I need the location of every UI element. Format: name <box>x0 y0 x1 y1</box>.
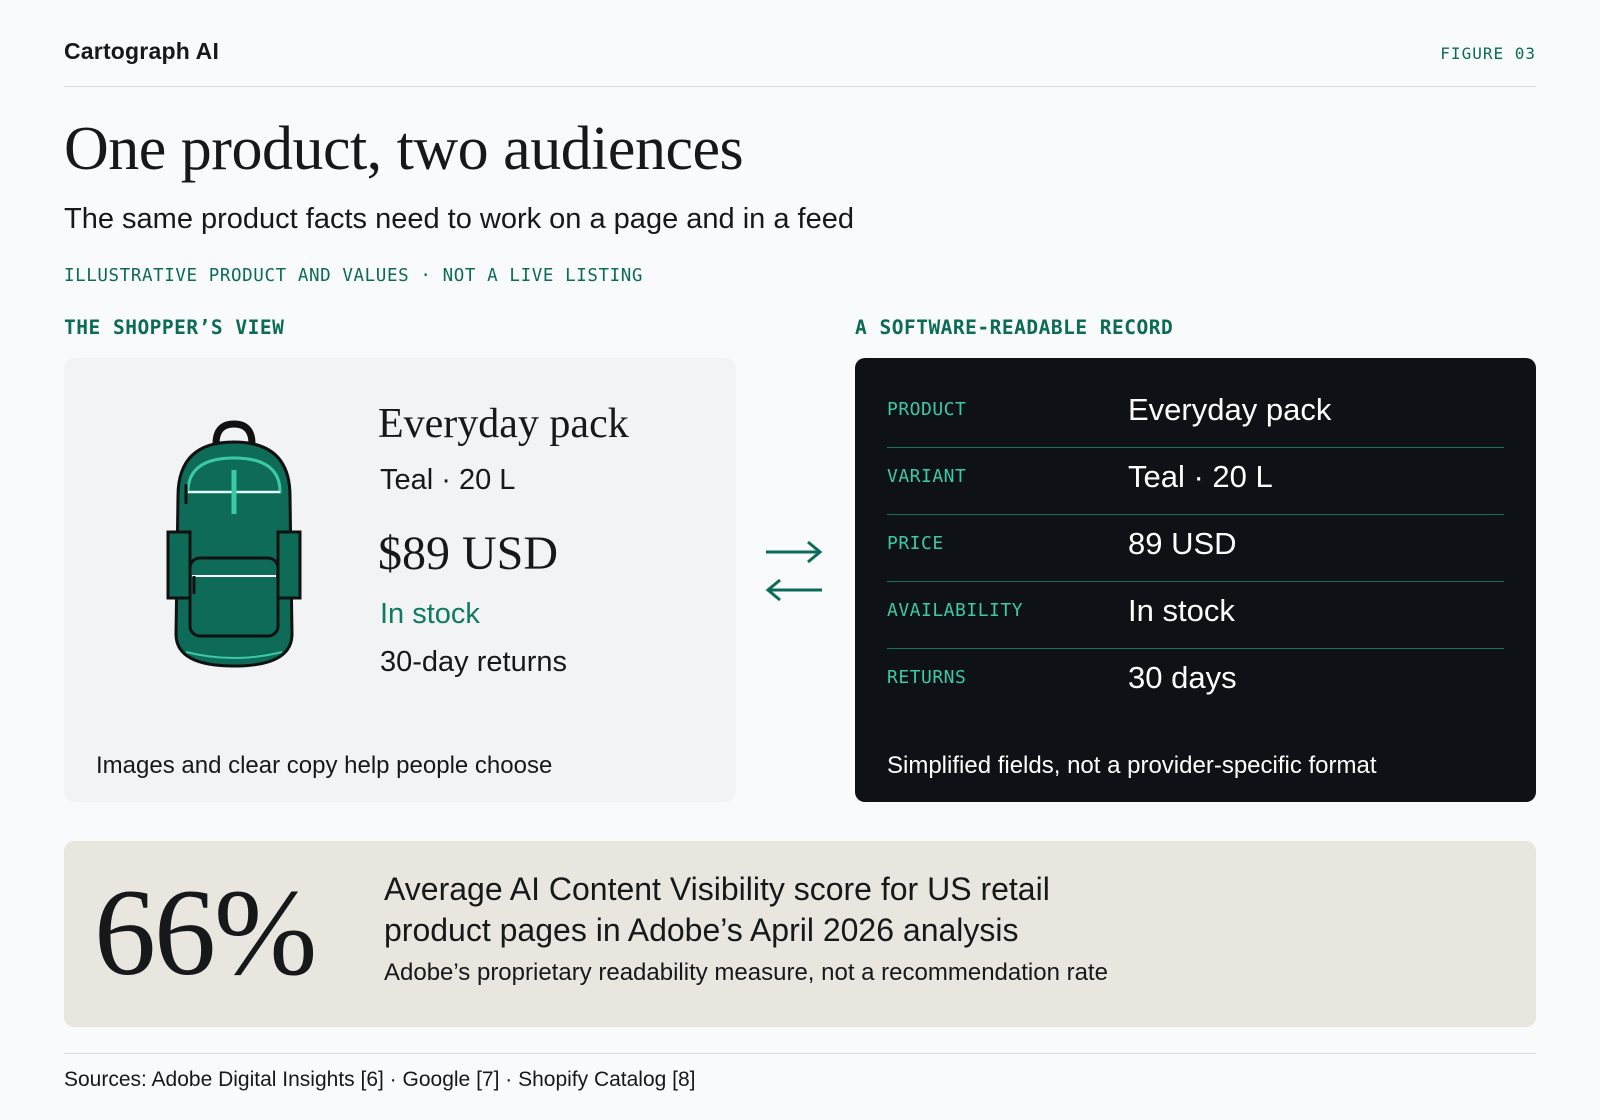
record-row-variant: VARIANT Teal · 20 L <box>887 447 1504 515</box>
record-card-caption: Simplified fields, not a provider-specif… <box>887 752 1377 779</box>
product-returns: 30-day returns <box>380 646 567 678</box>
stat-note: Adobe’s proprietary readability measure,… <box>384 959 1108 986</box>
stat-value: 66% <box>94 864 317 1001</box>
record-row-price: PRICE 89 USD <box>887 514 1504 582</box>
bidirectional-arrows-icon <box>765 540 823 602</box>
product-price: $89 USD <box>378 527 559 580</box>
record-key: VARIANT <box>887 466 967 487</box>
shopper-view-label: THE SHOPPER’S VIEW <box>64 316 285 339</box>
backpack-icon <box>166 420 302 668</box>
record-value: Teal · 20 L <box>1128 459 1273 494</box>
record-value: In stock <box>1128 593 1235 628</box>
page-subtitle: The same product facts need to work on a… <box>64 203 854 235</box>
sources-line: Sources: Adobe Digital Insights [6] · Go… <box>64 1068 696 1091</box>
product-name: Everyday pack <box>378 401 629 447</box>
figure-page: Cartograph AI FIGURE 03 One product, two… <box>64 0 1536 1120</box>
shopper-card-caption: Images and clear copy help people choose <box>96 752 553 779</box>
statistic-callout: 66% Average AI Content Visibility score … <box>64 841 1536 1027</box>
footer-divider <box>64 1053 1536 1054</box>
stat-headline: Average AI Content Visibility score for … <box>384 871 1050 948</box>
record-label: A SOFTWARE-READABLE RECORD <box>855 316 1174 339</box>
software-record-card: PRODUCT Everyday pack VARIANT Teal · 20 … <box>855 358 1536 802</box>
record-key: AVAILABILITY <box>887 600 1024 621</box>
product-variant: Teal · 20 L <box>380 464 516 496</box>
record-key: PRODUCT <box>887 399 967 420</box>
record-key: RETURNS <box>887 667 967 688</box>
shopper-view-card: Everyday pack Teal · 20 L $89 USD In sto… <box>64 358 736 802</box>
product-stock-status: In stock <box>380 598 480 630</box>
page-title: One product, two audiences <box>64 115 744 183</box>
record-row-product: PRODUCT Everyday pack <box>887 380 1504 448</box>
record-key: PRICE <box>887 533 944 554</box>
record-row-availability: AVAILABILITY In stock <box>887 581 1504 649</box>
illustrative-disclaimer: ILLUSTRATIVE PRODUCT AND VALUES · NOT A … <box>64 266 644 286</box>
record-value: 30 days <box>1128 660 1237 695</box>
header: Cartograph AI FIGURE 03 <box>64 36 1536 87</box>
record-value: Everyday pack <box>1128 392 1332 427</box>
record-value: 89 USD <box>1128 526 1237 561</box>
brand-name: Cartograph AI <box>64 38 220 64</box>
figure-label: FIGURE 03 <box>1440 44 1536 63</box>
record-row-returns: RETURNS 30 days <box>887 648 1504 715</box>
